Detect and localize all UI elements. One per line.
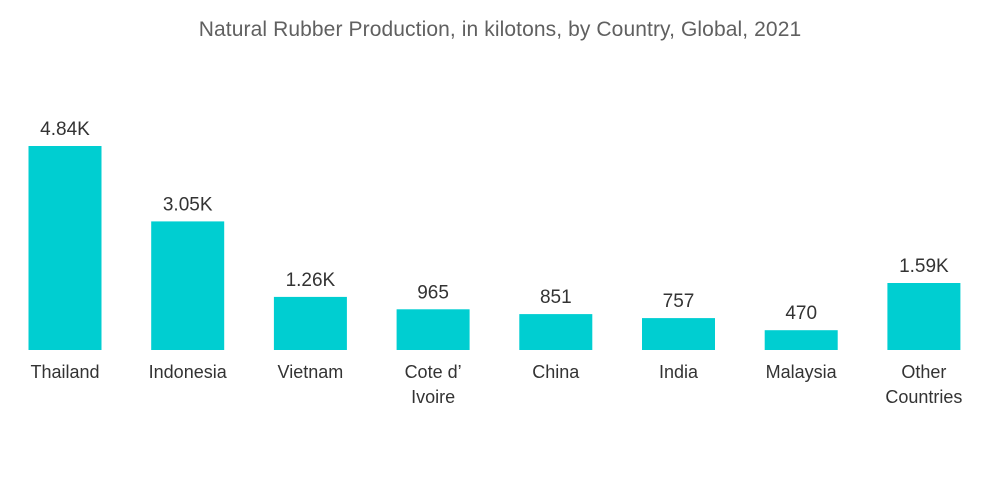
bar — [764, 330, 838, 350]
bar — [273, 296, 347, 350]
bar — [642, 318, 715, 350]
x-tick-label: China — [532, 362, 580, 382]
x-tick-label: Other Countries — [885, 362, 962, 407]
bar-value-label: 1.26K — [286, 270, 336, 291]
bar-value-label: 3.05K — [163, 194, 213, 215]
x-tick-label: Cote d’ Ivoire — [405, 362, 462, 407]
bar — [28, 146, 102, 350]
bar-value-label: 965 — [417, 282, 449, 303]
x-tick-label: India — [659, 362, 699, 382]
bar — [151, 221, 225, 350]
x-tick-label: Vietnam — [278, 362, 344, 382]
bar-value-label: 1.59K — [899, 256, 949, 277]
bar-value-label: 470 — [785, 303, 817, 324]
chart-title: Natural Rubber Production, in kilotons, … — [198, 18, 802, 41]
x-tick-label: Thailand — [30, 362, 99, 382]
bar-value-label: 4.84K — [40, 119, 90, 140]
bar — [396, 309, 470, 350]
bar — [519, 314, 593, 350]
bar-value-label: 757 — [663, 291, 695, 312]
x-tick-label: Malaysia — [766, 362, 838, 382]
bar-value-label: 851 — [540, 287, 572, 308]
bar — [887, 283, 961, 350]
x-tick-label: Indonesia — [149, 362, 228, 382]
